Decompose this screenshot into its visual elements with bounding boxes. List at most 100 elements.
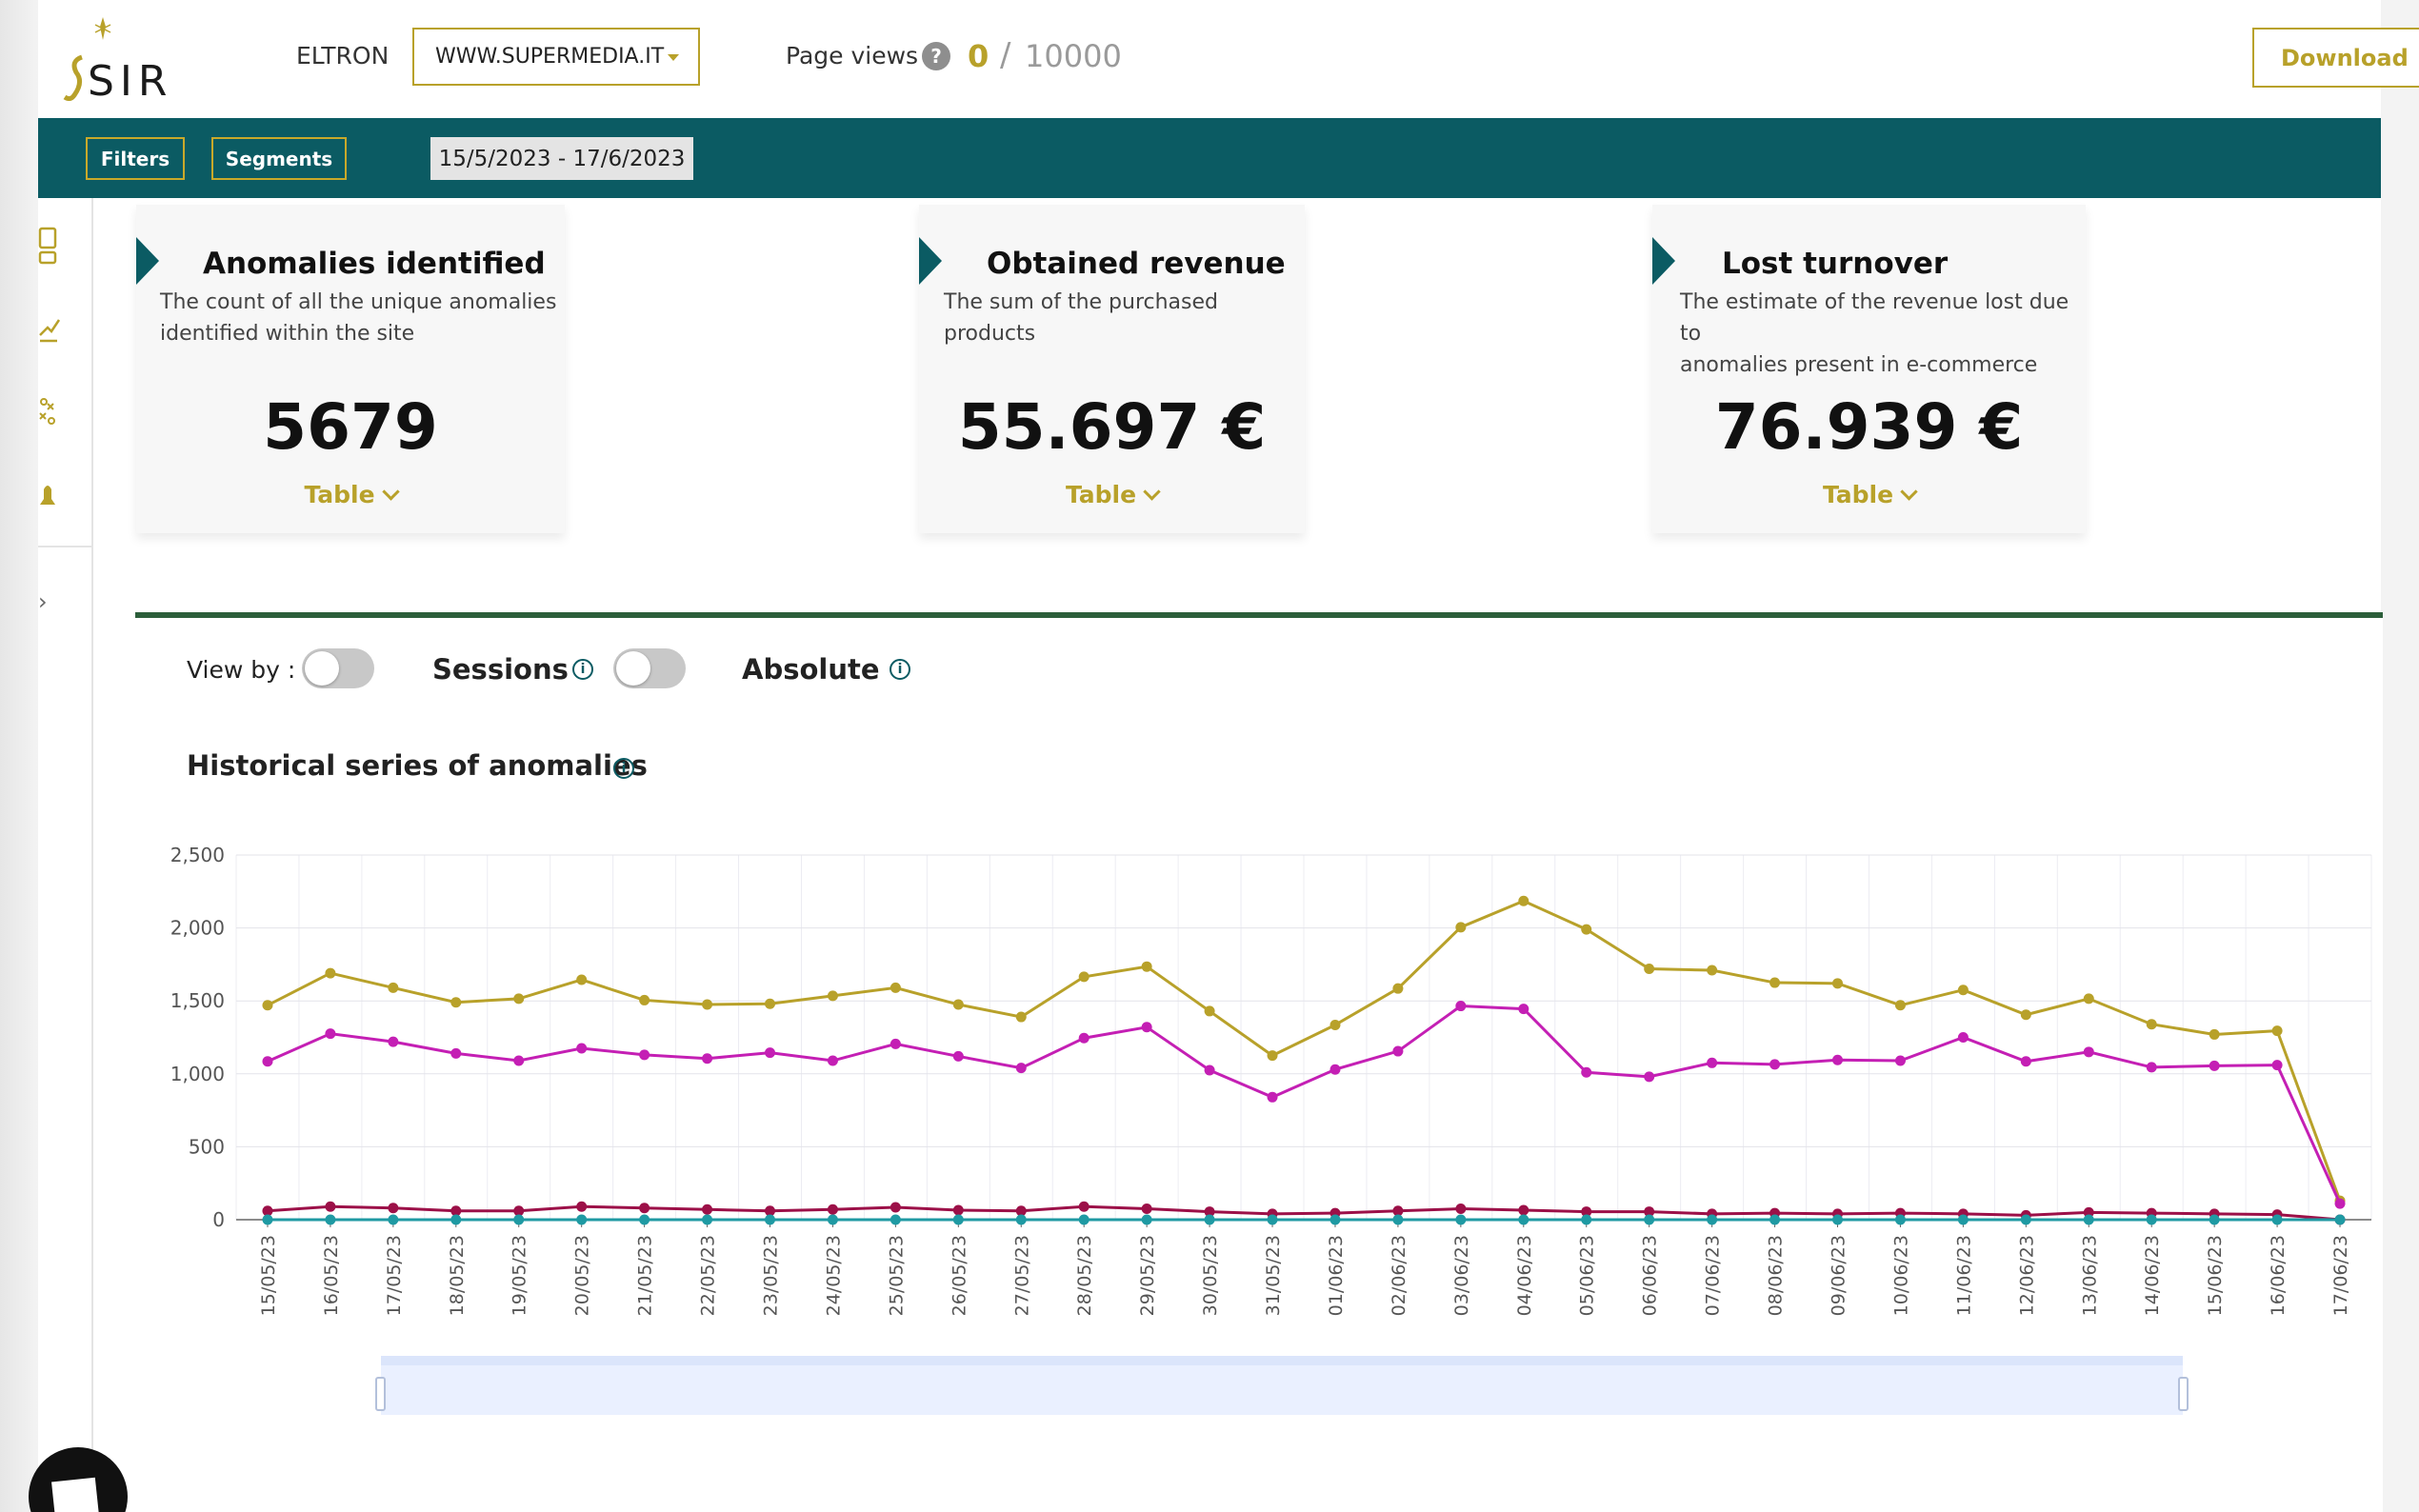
x-axis-tick-label: 01/06/23: [1326, 1235, 1347, 1316]
x-axis-tick-label: 26/05/23: [949, 1235, 970, 1316]
segments-button[interactable]: Segments: [211, 137, 347, 180]
info-icon[interactable]: i: [613, 758, 634, 779]
x-axis-tick-label: 16/05/23: [321, 1235, 342, 1316]
x-axis-tick-label: 20/05/23: [572, 1235, 593, 1316]
data-point: [388, 982, 399, 993]
data-point: [2209, 1060, 2220, 1071]
card-table-toggle[interactable]: Table: [919, 481, 1305, 508]
chart-zoom-range[interactable]: [375, 1356, 2189, 1415]
site-select[interactable]: WWW.SUPERMEDIA.IT: [412, 28, 700, 86]
data-point: [1518, 1204, 1529, 1216]
x-axis-tick-label: 15/05/23: [258, 1235, 279, 1316]
anomaly-icon[interactable]: [38, 392, 67, 430]
card-table-toggle[interactable]: Table: [136, 481, 565, 508]
zoom-handle-left[interactable]: [375, 1377, 386, 1411]
card-flag-icon: [919, 237, 942, 285]
trend-chart-icon[interactable]: [38, 310, 67, 348]
top-header: SIRIO ELTRON WWW.SUPERMEDIA.IT Page view…: [38, 0, 2419, 118]
date-range-picker[interactable]: 15/5/2023 - 17/6/2023: [430, 137, 693, 180]
filters-button[interactable]: Filters: [86, 137, 185, 180]
toggle-knob: [305, 651, 339, 686]
absolute-label: Absolute: [742, 653, 880, 686]
dashboard-icon[interactable]: [38, 227, 67, 265]
card-table-toggle[interactable]: Table: [1652, 481, 2086, 508]
data-point: [388, 1214, 399, 1225]
x-axis-tick-label: 11/06/23: [1953, 1235, 1974, 1316]
data-point: [513, 1205, 525, 1217]
data-point: [1707, 1214, 1718, 1225]
x-axis-tick-label: 04/06/23: [1514, 1235, 1535, 1316]
x-axis-tick-label: 29/05/23: [1137, 1235, 1158, 1316]
data-point: [1141, 1214, 1152, 1225]
data-point: [1392, 983, 1404, 994]
data-point: [1644, 1071, 1655, 1083]
page-views-limit: 10000: [1025, 38, 1122, 74]
data-point: [1141, 1022, 1152, 1033]
sirio-logo[interactable]: SIRIO: [61, 13, 166, 101]
zoom-handle-right[interactable]: [2178, 1377, 2189, 1411]
data-point: [639, 1049, 650, 1061]
data-point: [325, 1214, 336, 1225]
data-point: [1769, 1214, 1781, 1225]
data-point: [2334, 1198, 2346, 1209]
x-axis-tick-label: 18/05/23: [447, 1235, 468, 1316]
data-point: [1267, 1091, 1278, 1103]
data-point: [1707, 1057, 1718, 1068]
data-point: [576, 1201, 588, 1212]
card-flag-icon: [136, 237, 159, 285]
data-point: [576, 974, 588, 985]
x-axis-tick-label: 15/06/23: [2205, 1235, 2226, 1316]
data-point: [2146, 1214, 2157, 1225]
data-point: [1329, 1214, 1341, 1225]
chevron-down-icon: [381, 483, 400, 501]
data-point: [1267, 1050, 1278, 1062]
y-axis-tick-label: 500: [189, 1135, 225, 1158]
data-point: [1392, 1214, 1404, 1225]
table-toggle-label: Table: [1822, 481, 1894, 508]
data-point: [1078, 1201, 1090, 1212]
data-point: [1015, 1205, 1027, 1217]
data-point: [576, 1043, 588, 1054]
card-description-line: The estimate of the revenue lost due to: [1680, 290, 2069, 346]
data-point: [388, 1036, 399, 1047]
data-point: [1455, 1204, 1467, 1215]
info-icon[interactable]: i: [572, 659, 593, 680]
x-axis-tick-label: 23/05/23: [761, 1235, 782, 1316]
chevron-down-icon: [1143, 483, 1161, 501]
toggle-knob: [616, 651, 650, 686]
data-point: [952, 999, 964, 1010]
data-point: [2209, 1214, 2220, 1225]
data-point: [325, 967, 336, 979]
anomalies-chart-panel: View by : Sessions i Absolute i Historic…: [135, 612, 2383, 1512]
download-button[interactable]: Download: [2252, 28, 2419, 88]
view-by-toggle[interactable]: [302, 648, 374, 688]
data-point: [513, 1055, 525, 1066]
data-point: [2083, 1214, 2094, 1225]
data-point: [388, 1203, 399, 1214]
data-point: [576, 1214, 588, 1225]
absolute-toggle[interactable]: [613, 648, 686, 688]
help-icon[interactable]: ?: [922, 42, 950, 70]
y-axis-tick-label: 1,000: [170, 1063, 225, 1085]
data-point: [1015, 1011, 1027, 1023]
data-point: [1957, 985, 1969, 996]
y-axis-tick-label: 2,500: [170, 844, 225, 866]
data-point: [952, 1050, 964, 1062]
info-icon[interactable]: i: [890, 659, 910, 680]
data-point: [2083, 1206, 2094, 1218]
bell-icon[interactable]: [38, 476, 67, 514]
data-point: [702, 1214, 713, 1225]
data-point: [2020, 1056, 2031, 1067]
card-lost-turnover: Lost turnover The estimate of the revenu…: [1652, 205, 2086, 533]
x-axis-tick-label: 31/05/23: [1263, 1235, 1284, 1316]
data-point: [1518, 1214, 1529, 1225]
x-axis-tick-label: 30/05/23: [1200, 1235, 1221, 1316]
data-point: [325, 1028, 336, 1040]
x-axis-tick-label: 27/05/23: [1011, 1235, 1032, 1316]
data-point: [2271, 1060, 2283, 1071]
expand-sidebar-icon[interactable]: ›: [38, 588, 48, 615]
window-left-edge: [0, 0, 38, 1512]
logo-wordmark: SIRIO: [88, 57, 166, 101]
card-value: 55.697 €: [957, 390, 1267, 464]
card-description-line: The sum of the purchased products: [944, 290, 1218, 346]
